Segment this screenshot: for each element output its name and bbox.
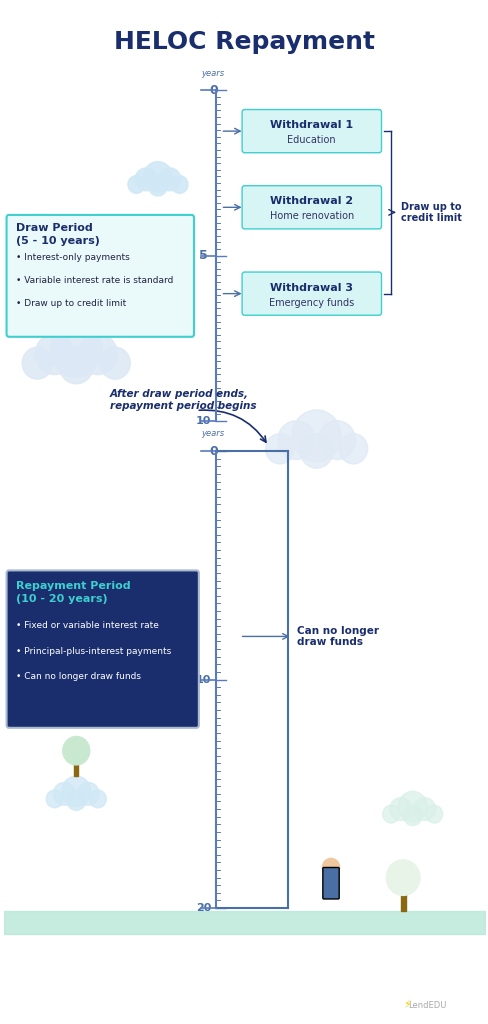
Text: ⚡: ⚡ [402, 999, 409, 1010]
Text: 20: 20 [196, 903, 211, 913]
Circle shape [89, 791, 106, 808]
Text: Repayment Period
(10 - 20 years): Repayment Period (10 - 20 years) [16, 581, 131, 604]
FancyBboxPatch shape [242, 110, 381, 153]
Circle shape [50, 323, 102, 377]
Text: • Fixed or variable interest rate: • Fixed or variable interest rate [16, 622, 159, 630]
Circle shape [159, 168, 181, 190]
Text: Emergency funds: Emergency funds [268, 298, 354, 308]
Circle shape [171, 175, 188, 194]
Circle shape [100, 347, 130, 379]
Circle shape [389, 798, 411, 820]
Circle shape [338, 434, 367, 464]
Circle shape [61, 776, 90, 807]
Circle shape [148, 175, 167, 196]
Circle shape [53, 782, 75, 805]
Text: 0: 0 [208, 84, 217, 97]
Circle shape [318, 421, 355, 460]
Circle shape [135, 168, 157, 190]
Text: • Principal-plus-interest payments: • Principal-plus-interest payments [16, 646, 171, 655]
Text: Withdrawal 1: Withdrawal 1 [270, 120, 353, 130]
Text: 10: 10 [196, 416, 211, 426]
Circle shape [128, 175, 144, 194]
Circle shape [265, 434, 293, 464]
Text: Home renovation: Home renovation [269, 211, 353, 221]
Circle shape [402, 805, 422, 825]
Bar [74, 761, 78, 776]
Circle shape [62, 736, 89, 765]
Text: Draw up to
credit limit: Draw up to credit limit [400, 202, 461, 223]
Text: • Interest-only payments: • Interest-only payments [16, 253, 130, 262]
Circle shape [382, 805, 399, 823]
Circle shape [46, 791, 63, 808]
Circle shape [425, 805, 442, 823]
Circle shape [277, 421, 314, 460]
Circle shape [66, 791, 86, 810]
Circle shape [413, 798, 435, 820]
Text: Withdrawal 2: Withdrawal 2 [270, 197, 353, 206]
Circle shape [35, 334, 74, 375]
Text: • Can no longer draw funds: • Can no longer draw funds [16, 672, 141, 681]
Text: Draw Period
(5 - 10 years): Draw Period (5 - 10 years) [16, 222, 100, 246]
Circle shape [59, 347, 93, 384]
Circle shape [322, 858, 339, 877]
Text: Can no longer
draw funds: Can no longer draw funds [297, 626, 379, 647]
Text: • Draw up to credit limit: • Draw up to credit limit [16, 299, 126, 307]
FancyBboxPatch shape [242, 185, 381, 229]
FancyBboxPatch shape [322, 867, 339, 899]
Text: Education: Education [287, 135, 335, 145]
Text: Withdrawal 3: Withdrawal 3 [270, 283, 352, 293]
Text: 5: 5 [199, 249, 207, 262]
Circle shape [77, 782, 99, 805]
Bar [400, 890, 405, 910]
Text: years: years [201, 429, 224, 438]
Circle shape [143, 162, 172, 193]
Text: HELOC Repayment: HELOC Repayment [114, 30, 374, 53]
Text: LendEDU: LendEDU [407, 1000, 446, 1010]
Circle shape [291, 410, 341, 462]
Text: 10: 10 [196, 675, 211, 685]
Text: After draw period ends,
repayment period begins: After draw period ends, repayment period… [110, 389, 256, 411]
Text: • Variable interest rate is standard: • Variable interest rate is standard [16, 275, 173, 285]
Circle shape [398, 792, 427, 822]
Text: years: years [201, 69, 224, 78]
Circle shape [78, 334, 117, 375]
FancyBboxPatch shape [6, 215, 194, 337]
FancyBboxPatch shape [6, 570, 199, 728]
FancyBboxPatch shape [242, 272, 381, 315]
Circle shape [22, 347, 52, 379]
Circle shape [300, 434, 332, 468]
Circle shape [386, 860, 419, 895]
Text: 0: 0 [208, 444, 217, 458]
